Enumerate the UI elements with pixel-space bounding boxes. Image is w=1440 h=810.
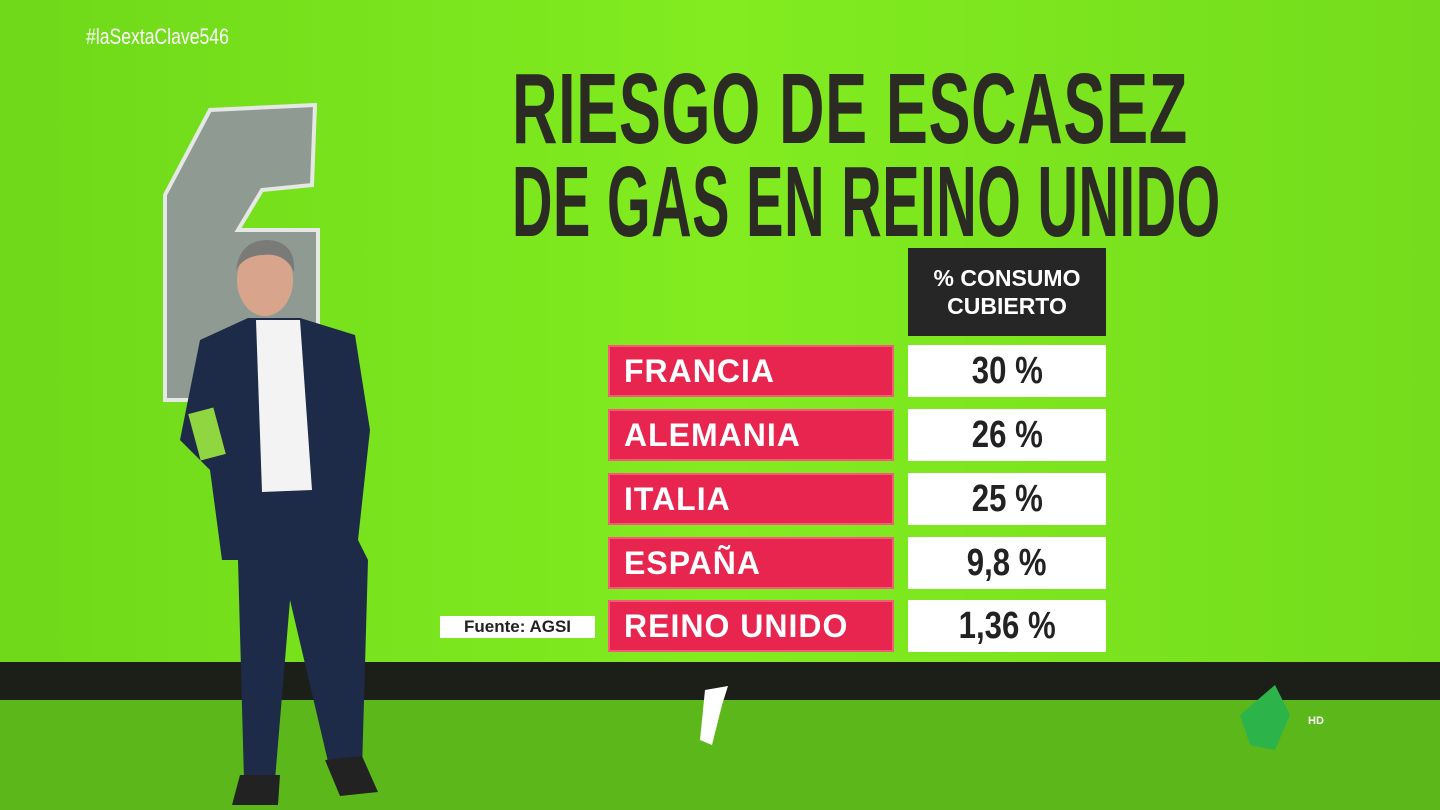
hashtag: #laSextaClave546 [86, 24, 229, 49]
country: REINO UNIDO [608, 600, 894, 652]
country: ITALIA [608, 473, 894, 525]
share-value: 9,8 % [967, 541, 1047, 584]
header-line: CUBIERTO [947, 293, 1067, 319]
channel-logo [1240, 685, 1290, 750]
share-cell: 25 % [908, 473, 1106, 525]
share-cell: 30 % [908, 345, 1106, 397]
share-cell: 1,36 % [908, 600, 1106, 652]
country: ALEMANIA [608, 409, 894, 461]
country: FRANCIA [608, 345, 894, 397]
column-header: % CONSUMO CUBIERTO [908, 248, 1106, 336]
share-value: 26 % [971, 413, 1043, 456]
floor [0, 700, 1440, 810]
title-line: RIESGO DE ESCASEZ [512, 53, 1188, 165]
show-logo [700, 686, 728, 745]
presenter [180, 240, 378, 805]
share-value: 30 % [971, 349, 1043, 392]
country: ESPAÑA [608, 537, 894, 589]
title-line: DE GAS EN REINO UNIDO [512, 146, 1221, 258]
header-line: % CONSUMO [933, 265, 1081, 291]
share-cell: 9,8 % [908, 537, 1106, 589]
share-cell: 26 % [908, 409, 1106, 461]
share-value: 25 % [971, 477, 1043, 520]
share-value: 1,36 % [958, 604, 1056, 647]
source: Fuente: AGSI [440, 616, 595, 638]
hd-badge: HD [1308, 715, 1324, 727]
